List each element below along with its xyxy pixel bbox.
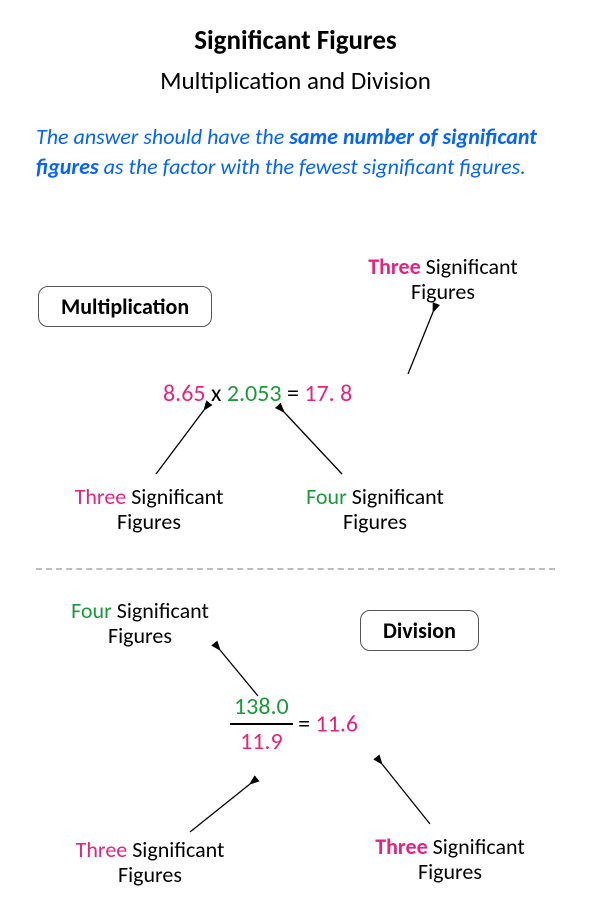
arrows-layer [0,24,591,909]
